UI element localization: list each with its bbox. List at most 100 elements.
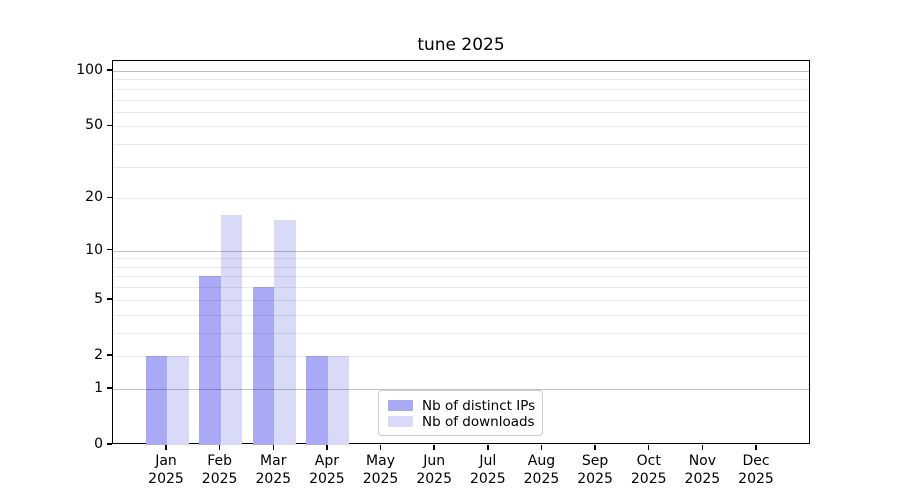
x-tick-month: Apr xyxy=(314,453,340,469)
x-tick-year: 2025 xyxy=(255,471,292,487)
y-tick-mark-10 xyxy=(107,248,112,251)
y-tick-mark-1 xyxy=(107,387,112,389)
x-tick-year: 2025 xyxy=(362,471,399,487)
gridline-minor-8 xyxy=(113,266,809,268)
y-tick-mark-5 xyxy=(107,298,112,300)
gridline-minor-30 xyxy=(113,166,809,168)
x-tick-month: Dec xyxy=(742,453,770,469)
gridline-major-100 xyxy=(113,71,809,72)
legend-swatch-downloads xyxy=(388,416,413,427)
x-tick-year: 2025 xyxy=(469,471,506,487)
x-tick-year: 2025 xyxy=(201,471,238,487)
grid-layer xyxy=(113,61,809,443)
x-tick-label-may: May 2025 xyxy=(341,452,421,488)
y-tick-label-0: 0 xyxy=(94,436,103,452)
x-tick-year: 2025 xyxy=(577,471,613,487)
x-tick-mark-oct xyxy=(647,445,650,450)
gridline-minor-40 xyxy=(113,144,809,146)
x-tick-mark-sep xyxy=(594,445,596,450)
bars-layer xyxy=(113,61,809,445)
bar-distinct-ips-jan xyxy=(145,355,167,445)
gridline-minor-50 xyxy=(113,126,809,128)
gridline-minor-6 xyxy=(113,287,809,289)
x-tick-year: 2025 xyxy=(309,471,345,487)
x-tick-label-oct: Oct 2025 xyxy=(609,452,689,488)
gridline-minor-20 xyxy=(113,198,809,200)
bar-distinct-ips-feb xyxy=(199,276,221,445)
y-tick-label-10: 10 xyxy=(85,241,103,258)
x-tick-label-mar: Mar 2025 xyxy=(233,452,313,488)
gridline-minor-4 xyxy=(113,314,809,316)
x-tick-mark-dec xyxy=(755,445,757,450)
x-tick-label-jul: Jul 2025 xyxy=(448,452,528,488)
x-tick-year: 2025 xyxy=(523,471,560,487)
x-tick-label-feb: Feb 2025 xyxy=(180,452,260,488)
gridline-minor-80 xyxy=(113,88,809,90)
bar-downloads-jan xyxy=(167,355,189,445)
legend-swatch-distinct-ips xyxy=(388,400,413,411)
x-tick-label-jan: Jan 2025 xyxy=(126,452,206,488)
y-tick-label-100: 100 xyxy=(76,62,103,78)
x-tick-month: Jul xyxy=(479,453,497,469)
x-tick-year: 2025 xyxy=(630,471,667,487)
bar-distinct-ips-mar xyxy=(252,287,275,445)
x-tick-month: Nov xyxy=(688,453,717,469)
x-tick-year: 2025 xyxy=(738,471,774,487)
bar-downloads-feb xyxy=(220,215,243,445)
x-tick-month: Mar xyxy=(260,453,287,469)
gridline-minor-3 xyxy=(113,332,809,334)
x-tick-mark-mar xyxy=(272,445,275,450)
y-tick-label-20: 20 xyxy=(85,189,103,206)
x-tick-mark-jul xyxy=(487,445,489,450)
y-tick-label-50: 50 xyxy=(85,117,103,134)
bar-downloads-apr xyxy=(327,355,350,445)
legend-item-downloads: Nb of downloads xyxy=(388,413,535,430)
x-tick-mark-aug xyxy=(540,445,543,450)
gridline-minor-70 xyxy=(113,99,809,101)
x-tick-label-aug: Aug 2025 xyxy=(501,452,581,488)
gridline-minor-5 xyxy=(113,299,809,301)
gridline-major-10 xyxy=(113,250,809,252)
y-tick-mark-100 xyxy=(107,69,112,71)
bar-distinct-ips-apr xyxy=(306,355,328,445)
x-tick-mark-jun xyxy=(433,445,435,450)
x-tick-label-sep: Sep 2025 xyxy=(555,452,635,488)
gridline-minor-9 xyxy=(113,258,809,260)
x-tick-year: 2025 xyxy=(148,471,184,487)
y-tick-label-1: 1 xyxy=(94,379,103,396)
x-tick-month: Oct xyxy=(636,453,661,469)
x-tick-mark-apr xyxy=(326,445,328,450)
y-tick-label-2: 2 xyxy=(94,346,103,363)
x-tick-month: Aug xyxy=(527,453,556,469)
legend-label-distinct-ips: Nb of distinct IPs xyxy=(422,397,536,414)
legend-label-downloads: Nb of downloads xyxy=(422,413,535,430)
x-tick-month: Jun xyxy=(423,453,446,469)
x-tick-label-apr: Apr 2025 xyxy=(287,452,367,488)
gridline-minor-90 xyxy=(113,79,809,81)
y-tick-mark-20 xyxy=(107,196,112,199)
x-tick-mark-jan xyxy=(165,445,167,450)
x-tick-year: 2025 xyxy=(684,471,721,487)
y-tick-mark-0 xyxy=(107,443,112,445)
gridline-minor-60 xyxy=(113,111,809,113)
gridline-minor-7 xyxy=(113,276,809,278)
legend-item-distinct-ips: Nb of distinct IPs xyxy=(388,397,536,414)
x-tick-label-dec: Dec 2025 xyxy=(716,452,796,488)
y-tick-mark-2 xyxy=(107,354,112,356)
x-tick-year: 2025 xyxy=(416,471,452,487)
gridline-minor-2 xyxy=(113,355,809,357)
y-tick-label-5: 5 xyxy=(94,290,103,307)
x-tick-mark-may xyxy=(379,445,382,450)
x-tick-label-jun: Jun 2025 xyxy=(394,452,474,488)
gridline-major-1 xyxy=(113,388,809,390)
x-tick-label-nov: Nov 2025 xyxy=(662,452,742,488)
x-tick-month: Sep xyxy=(581,453,609,469)
x-tick-mark-feb xyxy=(218,445,221,450)
chart-title: tune 2025 xyxy=(417,35,505,55)
x-tick-month: Feb xyxy=(207,453,233,469)
plot-area xyxy=(112,60,810,445)
legend: Nb of distinct IPs Nb of downloads xyxy=(378,390,543,436)
x-tick-month: May xyxy=(366,453,395,469)
x-tick-month: Jan xyxy=(155,453,177,469)
